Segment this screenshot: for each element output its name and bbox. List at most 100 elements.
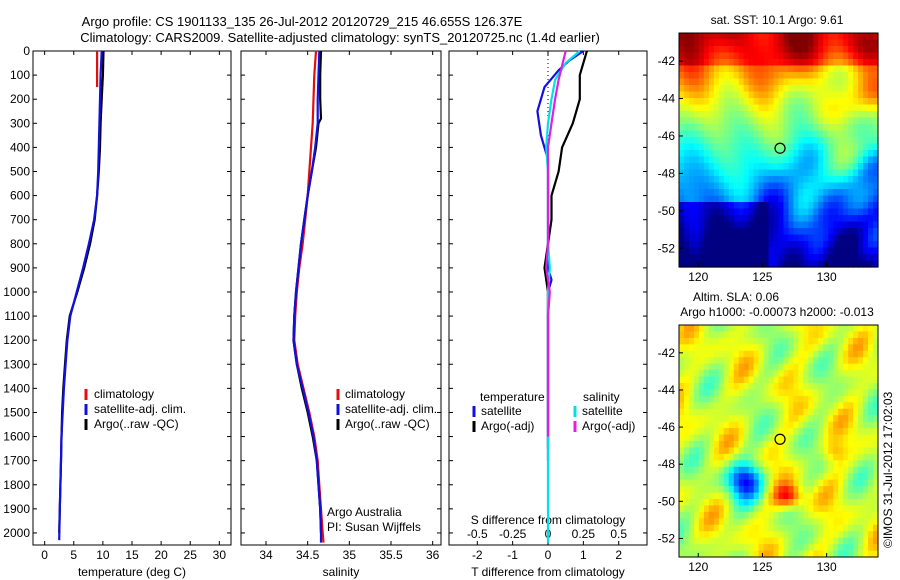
sst-map-cell	[683, 52, 690, 60]
sst-map-cell	[693, 163, 700, 171]
sla-map-cell	[833, 441, 839, 449]
sst-map-cell	[868, 137, 874, 145]
sst-map-cell	[728, 72, 735, 80]
sla-map-cell	[853, 544, 859, 552]
sst-map-cell	[753, 65, 760, 73]
sla-map-cell	[753, 486, 760, 494]
sst-map-cell	[858, 124, 864, 132]
sla-map-cell	[703, 337, 710, 345]
sst-map-cell	[833, 254, 839, 262]
sla-map-cell	[679, 466, 685, 474]
sla-map-cell	[738, 505, 745, 513]
sst-map-cell	[738, 98, 745, 106]
sla-map-cell	[698, 415, 705, 423]
temperature-plot-frame	[32, 50, 232, 546]
sst-map-cell	[848, 163, 854, 171]
sla-map-cell	[788, 453, 795, 461]
sst-map-cell	[743, 33, 750, 41]
sst-map-cell	[753, 111, 760, 119]
sst-map-cell	[828, 130, 834, 138]
sst-map-cell	[703, 163, 710, 171]
sla-map-cell	[818, 524, 824, 532]
sst-map-cell	[808, 208, 814, 216]
sla-map-cell	[833, 447, 839, 455]
sla-map-cell	[808, 466, 814, 474]
sst-map-cell	[683, 137, 690, 145]
sst-map-cell	[803, 150, 809, 158]
sst-map-cell	[743, 78, 750, 86]
sst-map-cell	[793, 78, 799, 86]
sla-map-cell	[808, 421, 814, 429]
sla-map-cell	[758, 466, 765, 474]
sst-map-cell	[813, 98, 819, 106]
sst-map-cell	[828, 124, 834, 132]
sst-map-cell	[818, 137, 824, 145]
imos-stamp: ©IMOS 31-Jul-2012 17:02:03	[881, 391, 895, 548]
sla-map-cell	[679, 531, 685, 539]
sst-map-cell	[738, 150, 745, 158]
sla-map-cell	[708, 544, 715, 552]
sst-map-cell	[788, 104, 795, 112]
sla-map-cell	[718, 441, 725, 449]
sla-map-cell	[748, 421, 755, 429]
sst-map-cell	[858, 221, 864, 229]
sst-map-cell	[763, 65, 770, 73]
sla-map-cell	[718, 344, 725, 352]
salinity-xtick-label: 35	[343, 548, 357, 562]
sla-map-cell	[868, 325, 874, 333]
salinity-legend-label: Argo(..raw -QC)	[345, 417, 430, 431]
sla-map-cell	[743, 499, 750, 507]
sst-map-cell	[728, 202, 735, 210]
sst-map-cell	[738, 78, 745, 86]
sst-map-cell	[798, 124, 804, 132]
sla-map-cell	[798, 499, 804, 507]
sst-map-cell	[708, 260, 715, 268]
sst-map-cell	[728, 91, 735, 99]
sst-map-cell	[783, 254, 790, 262]
sst-map-cell	[698, 228, 705, 236]
sst-map-cell	[848, 104, 854, 112]
sla-map-cell	[733, 357, 740, 365]
sla-map-cell	[698, 428, 705, 436]
sst-map-cell	[793, 52, 799, 60]
sst-map-cell	[728, 195, 735, 203]
sla-map-cell	[788, 370, 795, 378]
sst-map-cell	[728, 228, 735, 236]
sla-map-cell	[848, 524, 854, 532]
sst-map-cell	[868, 65, 874, 73]
sla-map-cell	[818, 421, 824, 429]
sla-map-cell	[743, 492, 750, 500]
sla-map-cell	[748, 550, 755, 558]
sla-map-cell	[738, 434, 745, 442]
sst-map-cell	[763, 98, 770, 106]
sla-map-cell	[848, 441, 854, 449]
sla-map-cell	[863, 357, 869, 365]
sst-map-cell	[788, 130, 795, 138]
sla-map-cell	[803, 511, 809, 519]
sst-map-cell	[813, 215, 819, 223]
sla-map-cell	[723, 531, 730, 539]
sst-map-cell	[728, 78, 735, 86]
sst-map-cell	[743, 91, 750, 99]
sla-map-cell	[803, 408, 809, 416]
sla-map-cell	[708, 537, 715, 545]
sla-map-cell	[713, 486, 720, 494]
sla-map-cell	[703, 357, 710, 365]
sla-map-cell	[818, 325, 824, 333]
sst-map-cell	[738, 104, 745, 112]
sla-map-cell	[733, 473, 740, 481]
sla-map-cell	[683, 518, 690, 526]
sla-map-cell	[808, 447, 814, 455]
sla-map-cell	[818, 383, 824, 391]
sst-map-cell	[838, 111, 844, 119]
sst-map-cell	[783, 202, 790, 210]
sla-map-cell	[808, 363, 814, 371]
sla-map-cell	[838, 331, 844, 339]
sla-map-cell	[723, 325, 730, 333]
sla-map-cell	[868, 395, 874, 403]
sst-map-cell	[753, 215, 760, 223]
sst-map-cell	[698, 111, 705, 119]
sst-map-cell	[698, 98, 705, 106]
sla-map-cell	[843, 486, 849, 494]
depth-tick-label: 300	[10, 116, 30, 130]
